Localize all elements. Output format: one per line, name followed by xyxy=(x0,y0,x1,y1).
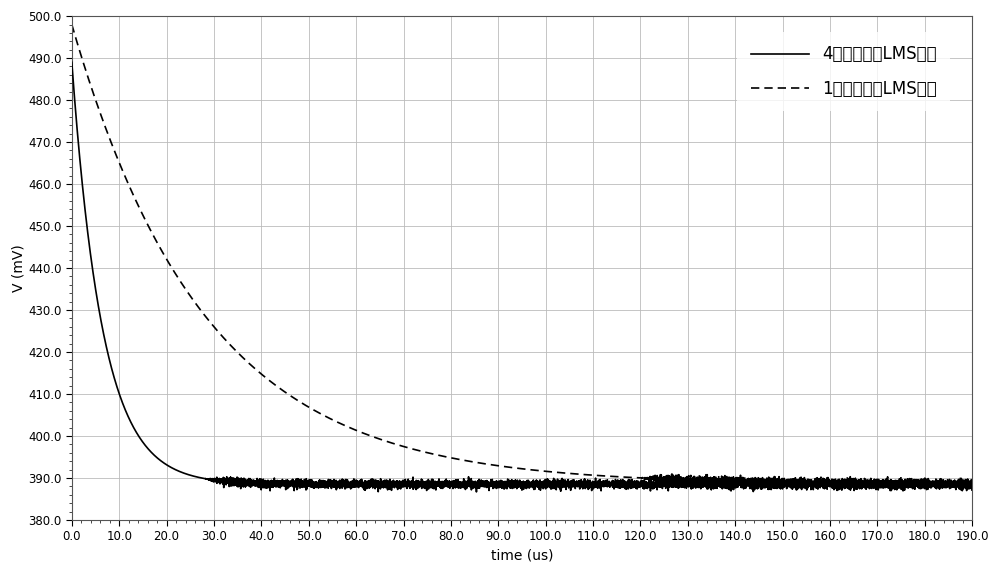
Legend: 4位误差信号LMS校准, 1位误差信号LMS校准: 4位误差信号LMS校准, 1位误差信号LMS校准 xyxy=(737,32,950,111)
4位误差信号LMS校准 xyxy=(825,479,837,486)
4位误差信号LMS校准 xyxy=(506,483,518,490)
4位误差信号LMS校准 xyxy=(470,488,482,495)
4位误差信号LMS校准 xyxy=(199,475,211,482)
4位误差信号LMS校准 xyxy=(66,59,78,66)
1位误差信号LMS校准 xyxy=(66,21,78,28)
1位误差信号LMS校准 xyxy=(728,476,740,483)
1位误差信号LMS校准 xyxy=(137,212,149,219)
4位误差信号LMS校准 xyxy=(966,483,978,490)
4位误差信号LMS校准 xyxy=(728,479,740,486)
1位误差信号LMS校准 xyxy=(966,487,978,494)
4位误差信号LMS校准 xyxy=(137,439,149,446)
4位误差信号LMS校准 xyxy=(278,482,290,489)
1位误差信号LMS校准 xyxy=(506,464,518,471)
X-axis label: time (us): time (us) xyxy=(491,549,553,563)
1位误差信号LMS校准 xyxy=(278,387,290,394)
Line: 1位误差信号LMS校准: 1位误差信号LMS校准 xyxy=(72,25,972,490)
Y-axis label: V (mV): V (mV) xyxy=(11,244,25,292)
1位误差信号LMS校准 xyxy=(825,479,837,486)
1位误差信号LMS校准 xyxy=(966,479,978,486)
Line: 4位误差信号LMS校准: 4位误差信号LMS校准 xyxy=(72,63,972,492)
1位误差信号LMS校准 xyxy=(199,312,211,319)
